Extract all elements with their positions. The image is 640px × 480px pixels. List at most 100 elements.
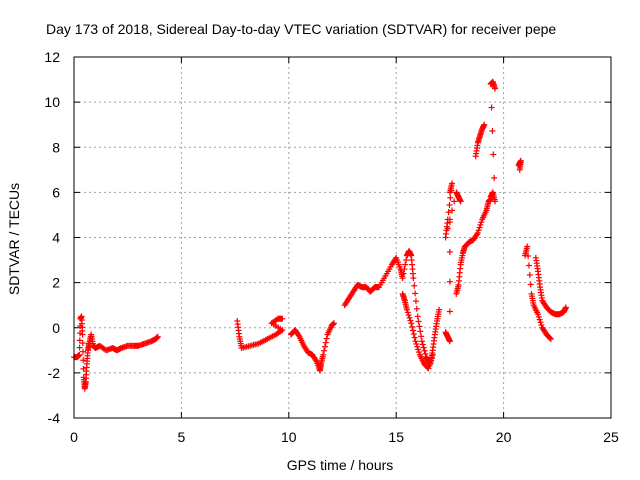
data-point: [410, 331, 417, 338]
data-point: [475, 227, 482, 234]
plot-frame: [73, 56, 612, 419]
data-point: [320, 351, 327, 358]
y-tick-label: 6: [52, 184, 60, 200]
data-point: [409, 327, 416, 334]
data-point: [79, 331, 86, 338]
data-point: [429, 351, 436, 358]
data-point: [80, 365, 87, 372]
data-point: [449, 207, 456, 214]
data-point: [425, 365, 432, 372]
chart-title: Day 173 of 2018, Sidereal Day-to-day VTE…: [46, 21, 556, 37]
y-tick-label: -2: [48, 365, 61, 381]
data-point: [527, 281, 534, 288]
y-tick-label: 0: [52, 320, 60, 336]
data-point: [447, 194, 454, 201]
data-point: [405, 312, 412, 319]
data-point: [402, 261, 409, 268]
data-point: [436, 306, 443, 313]
y-axis-label: SDTVAR / TECUs: [6, 183, 22, 295]
data-points: [71, 78, 569, 392]
y-tick-label: 2: [52, 275, 60, 291]
data-point: [415, 346, 422, 353]
data-point: [418, 333, 425, 340]
data-point: [538, 322, 545, 329]
data-point: [444, 225, 451, 232]
data-point: [476, 224, 483, 231]
data-point: [428, 354, 435, 361]
data-point: [546, 335, 553, 342]
data-point: [403, 306, 410, 313]
data-point: [406, 314, 413, 321]
data-point: [330, 320, 337, 327]
data-point: [80, 357, 87, 364]
data-point: [481, 121, 488, 128]
data-point: [525, 253, 532, 260]
data-point: [421, 347, 428, 354]
data-point: [547, 336, 554, 343]
data-point: [489, 128, 496, 135]
data-point: [488, 104, 495, 111]
data-point: [412, 298, 419, 305]
y-tick-label: 4: [52, 230, 60, 246]
data-point: [420, 344, 427, 351]
data-point: [492, 198, 499, 205]
data-point: [400, 270, 407, 277]
data-point: [321, 347, 328, 354]
data-point: [534, 311, 541, 318]
data-point: [525, 262, 532, 269]
data-point: [446, 278, 453, 285]
data-point: [76, 351, 83, 358]
data-point: [490, 151, 497, 158]
data-point: [279, 315, 286, 322]
data-point: [415, 349, 422, 356]
data-point: [295, 332, 302, 339]
data-point: [412, 290, 419, 297]
data-point: [411, 282, 418, 289]
data-point: [408, 320, 415, 327]
data-point: [414, 313, 421, 320]
x-tick-label: 15: [388, 429, 404, 445]
data-point: [404, 309, 411, 316]
data-point: [427, 357, 434, 364]
x-tick-label: 0: [70, 429, 78, 445]
data-point: [409, 323, 416, 330]
grid-lines: [74, 57, 611, 418]
data-point: [399, 275, 406, 282]
data-point: [445, 209, 452, 216]
y-tick-label: 8: [52, 139, 60, 155]
x-tick-label: 10: [281, 429, 297, 445]
data-point: [448, 187, 455, 194]
data-point: [413, 305, 420, 312]
data-point: [451, 198, 458, 205]
y-tick-label: 10: [44, 94, 60, 110]
data-point: [474, 229, 481, 236]
data-point: [449, 180, 456, 187]
x-axis-label: GPS time / hours: [287, 457, 394, 473]
y-tick-label: 12: [44, 49, 60, 65]
data-point: [410, 275, 417, 282]
data-point: [154, 333, 161, 340]
data-point: [416, 323, 423, 330]
data-point: [412, 338, 419, 345]
data-point: [446, 248, 453, 255]
data-point: [526, 271, 533, 278]
data-point: [477, 221, 484, 228]
data-point: [491, 174, 498, 181]
data-point: [321, 343, 328, 350]
data-point: [426, 362, 433, 369]
data-point: [76, 337, 83, 344]
data-point: [312, 357, 319, 364]
data-point: [446, 202, 453, 209]
x-tick-label: 25: [603, 429, 619, 445]
tick-labels: 0 5 10 15 20 25 -4 -2 0 2 4 6 8 10 12: [44, 49, 619, 445]
data-point: [403, 257, 410, 264]
data-point: [414, 343, 421, 350]
data-point: [419, 341, 426, 348]
data-point: [492, 85, 499, 92]
data-point: [323, 335, 330, 342]
data-point: [537, 319, 544, 326]
data-point: [473, 231, 480, 238]
data-point: [322, 339, 329, 346]
data-point: [422, 350, 429, 357]
